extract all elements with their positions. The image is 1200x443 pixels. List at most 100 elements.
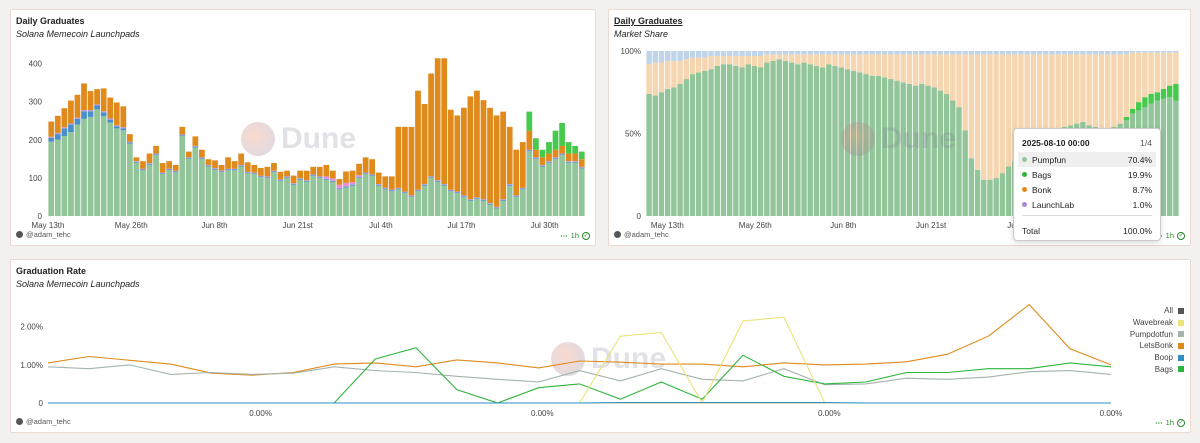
refresh-status[interactable]: ⋯1h✓ [1155, 418, 1185, 427]
avatar-icon [16, 231, 23, 238]
bar-segment [434, 58, 441, 181]
author-credit[interactable]: @adam_tehc [16, 417, 71, 426]
more-dots-icon[interactable]: ⋯ [1155, 418, 1163, 427]
bar-segment [303, 181, 310, 216]
bar-segment [460, 196, 467, 197]
series-name: LaunchLab [1032, 199, 1075, 210]
chart-legend: All Wavebreak Pumpdotfun LetsBonk Boop B… [1130, 305, 1184, 375]
y-tick-label: 100 [29, 174, 43, 183]
bar-segment [733, 51, 739, 56]
bar-segment [74, 124, 81, 216]
bar-segment [146, 163, 153, 164]
bar-segment [323, 179, 330, 180]
bar-segment [487, 204, 493, 216]
bar-segment [671, 60, 677, 88]
tooltip-date: 2025-08-10 00:00 [1022, 138, 1090, 148]
legend-item[interactable]: Pumpdotfun [1130, 328, 1184, 340]
bar-segment [107, 97, 114, 119]
bar-segment [310, 175, 317, 176]
bar-segment [526, 130, 533, 150]
author-credit[interactable]: @adam_tehc [614, 230, 669, 239]
bar-segment [894, 51, 900, 55]
bar-segment [395, 187, 402, 189]
bar-segment [559, 155, 565, 216]
avatar-icon [16, 418, 23, 425]
bar-segment [179, 135, 186, 136]
bar-segment [140, 161, 146, 169]
bar-segment [1018, 51, 1024, 55]
bar-segment [303, 180, 310, 181]
bar-segment [671, 51, 677, 61]
bar-segment [782, 51, 789, 55]
bar-segment [61, 127, 68, 129]
bar-segment [172, 171, 179, 173]
bar-segment [819, 67, 826, 216]
bar-segment [343, 185, 349, 187]
bar-segment [257, 168, 264, 176]
bar-segment [1173, 84, 1179, 101]
x-tick-label: May 26th [115, 221, 148, 230]
legend-item[interactable]: Boop [1130, 352, 1184, 364]
refresh-status[interactable]: ⋯1h✓ [560, 231, 590, 240]
more-dots-icon[interactable]: ⋯ [560, 231, 568, 240]
bar-segment [408, 195, 415, 197]
legend-item[interactable]: Bags [1130, 363, 1184, 375]
bar-segment [1136, 102, 1142, 111]
bar-segment [937, 90, 944, 216]
bar-segment [1055, 54, 1061, 134]
bar-segment [480, 199, 487, 200]
bar-segment [1012, 51, 1018, 55]
bar-segment [146, 164, 153, 216]
bar-segment [329, 181, 336, 216]
legend-item[interactable]: Wavebreak [1130, 317, 1184, 329]
legend-item[interactable]: LetsBonk [1130, 340, 1184, 352]
panel-title[interactable]: Graduation Rate [16, 266, 87, 276]
bar-segment [421, 104, 428, 184]
bar-segment [166, 168, 173, 170]
bar-segment [257, 175, 264, 177]
bar-segment [869, 51, 875, 55]
panel-title[interactable]: Daily Graduates [614, 16, 683, 26]
bar-segment [962, 130, 968, 216]
tooltip-page[interactable]: 1/4 [1140, 138, 1152, 148]
bar-segment [919, 51, 925, 55]
bar-segment [689, 74, 696, 216]
bar-segment [68, 132, 74, 216]
bar-segment [863, 51, 869, 55]
bar-segment [133, 161, 140, 163]
author-credit[interactable]: @adam_tehc [16, 230, 71, 239]
bar-segment [844, 69, 851, 217]
bar-segment [454, 115, 461, 192]
bar-segment [764, 54, 770, 63]
bar-segment [113, 128, 120, 216]
legend-label: Boop [1154, 353, 1173, 363]
total-value: 100.0% [1123, 226, 1152, 236]
bar-segment [428, 177, 434, 178]
bar-segment [1098, 51, 1105, 55]
bar-segment [316, 177, 323, 178]
series-line-bags [48, 347, 1112, 404]
bar-segment [415, 90, 421, 190]
bar-segment [751, 55, 758, 66]
bar-segment [1086, 54, 1092, 126]
bar-segment [493, 207, 500, 209]
bar-segment [1129, 51, 1136, 53]
bar-segment [179, 126, 186, 135]
bar-segment [120, 128, 127, 131]
bar-segment [1061, 54, 1068, 127]
legend-item[interactable]: All [1130, 305, 1184, 317]
bar-segment [284, 176, 290, 178]
bar-segment [126, 134, 133, 142]
series-line-wavebreak [48, 316, 1111, 405]
bar-segment [559, 153, 565, 155]
bar-segment [1167, 51, 1173, 53]
panel-title[interactable]: Daily Graduates [16, 16, 85, 26]
bar-segment [912, 54, 919, 86]
bar-segment [1173, 51, 1179, 53]
bar-segment [120, 130, 127, 216]
bar-segment [382, 176, 389, 188]
bar-segment [133, 161, 140, 162]
bar-segment [726, 64, 733, 216]
bar-segment [375, 172, 382, 184]
series-swatch [1022, 157, 1027, 162]
